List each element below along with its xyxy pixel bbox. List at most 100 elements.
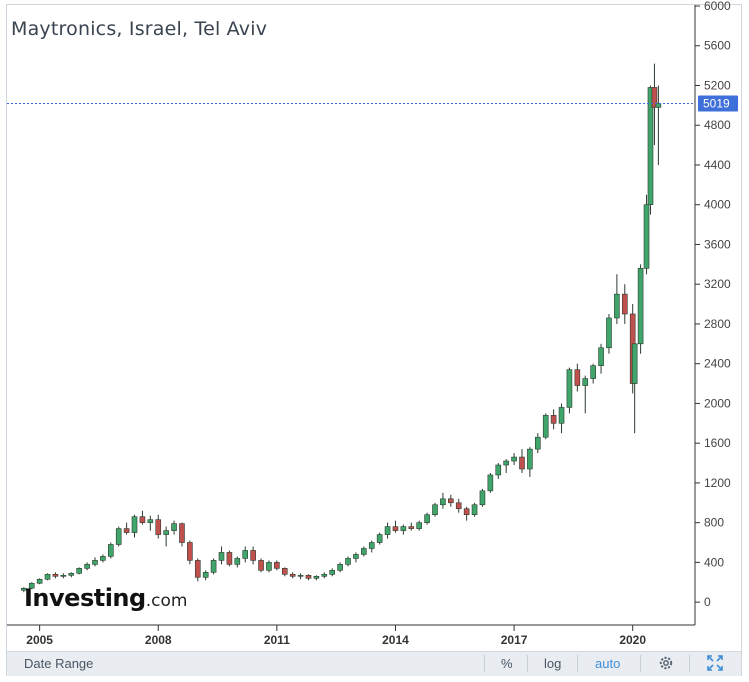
last-price-tag: 5019 <box>698 95 738 112</box>
candle-up <box>84 564 90 569</box>
candle-up <box>313 575 320 579</box>
candle-up <box>440 498 446 506</box>
candle-up <box>242 550 249 559</box>
y-tick-label: 5200 <box>704 78 731 92</box>
x-tick-label: 2008 <box>145 633 172 647</box>
candle-up <box>637 267 644 345</box>
candle-up <box>566 369 573 408</box>
candle-up <box>321 574 328 577</box>
candle-down <box>250 550 256 561</box>
y-tick-label: 1200 <box>704 476 731 490</box>
candle-up <box>471 504 478 515</box>
y-tick-label: 2400 <box>704 357 731 371</box>
candle-down <box>194 560 201 578</box>
percent-toggle[interactable]: % <box>501 656 513 671</box>
candle-down <box>289 574 296 577</box>
candle-up <box>100 556 106 561</box>
candle-up <box>44 574 51 580</box>
candle-up <box>337 564 343 571</box>
y-tick-label: 4400 <box>704 158 731 172</box>
gear-icon[interactable] <box>657 654 675 675</box>
candle-up <box>590 365 596 379</box>
candle-up <box>361 548 367 555</box>
candle-down <box>463 508 470 515</box>
candle-up <box>266 562 272 571</box>
candle-up <box>297 575 304 577</box>
y-tick-label: 4000 <box>704 198 731 212</box>
candle-up <box>558 407 565 424</box>
candle-up <box>643 204 650 269</box>
toolbar-divider <box>484 655 485 672</box>
candle-up <box>527 448 533 470</box>
log-toggle[interactable]: log <box>544 656 562 671</box>
candle-up <box>115 528 122 545</box>
candle-up <box>511 456 517 462</box>
candle-up <box>131 516 138 533</box>
candle-up <box>535 436 541 450</box>
candle-down <box>139 516 146 523</box>
candle-up <box>147 519 154 523</box>
candle-up <box>68 573 75 576</box>
candle-down <box>258 560 264 571</box>
auto-toggle[interactable]: auto <box>595 656 621 671</box>
fullscreen-icon[interactable] <box>707 655 723 674</box>
date-range-button[interactable]: Date Range <box>24 656 94 671</box>
x-axis-ticks: 2005 2008 2011 2014 2017 2020 <box>26 625 646 647</box>
investing-logo: Investing.com <box>24 584 187 612</box>
candle-up <box>107 544 114 557</box>
candle-up <box>631 343 638 384</box>
candle-down <box>519 456 525 470</box>
candle-up <box>368 542 375 549</box>
candle-up <box>424 514 430 523</box>
candle-up <box>432 504 438 515</box>
candle-up <box>21 587 27 591</box>
candle-up <box>384 526 391 535</box>
y-tick-label: 5600 <box>704 39 731 53</box>
candle-up <box>606 317 612 349</box>
y-tick-label: 0 <box>704 595 711 609</box>
candle-up <box>218 552 225 561</box>
candle-up <box>647 87 654 206</box>
y-tick-label: 4800 <box>704 118 731 132</box>
candle-up <box>542 415 549 438</box>
candles-group <box>21 63 662 593</box>
candle-up <box>345 558 351 565</box>
candle-down <box>226 552 233 565</box>
candle-down <box>408 526 415 529</box>
candle-down <box>651 87 658 108</box>
last-price-value: 5019 <box>703 96 730 110</box>
logo-main-text: Investing <box>24 584 146 612</box>
candle-down <box>155 519 162 535</box>
y-tick-label: 1600 <box>704 436 731 450</box>
candle-down <box>392 526 399 531</box>
candle-up <box>60 575 67 577</box>
candle-down <box>179 523 185 543</box>
x-tick-label: 2005 <box>26 633 53 647</box>
candle-up <box>76 568 82 574</box>
candle-down <box>305 575 312 579</box>
candle-up <box>479 490 486 506</box>
candle-up <box>28 582 35 589</box>
candle-down <box>574 369 581 386</box>
toolbar-divider <box>689 655 690 672</box>
logo-suffix-text: .com <box>145 591 188 611</box>
candle-up <box>234 558 241 565</box>
toolbar-divider <box>527 655 528 672</box>
chart-title: Maytronics, Israel, Tel Aviv <box>11 18 268 40</box>
candle-up <box>495 464 502 476</box>
candle-down <box>187 542 193 561</box>
candle-up <box>353 554 359 559</box>
candle-up <box>210 560 217 573</box>
toolbar-divider <box>640 655 641 672</box>
candle-down <box>274 562 280 569</box>
candle-up <box>582 378 589 386</box>
x-tick-label: 2011 <box>264 633 290 647</box>
candle-up <box>487 474 494 492</box>
candle-up <box>376 534 383 543</box>
candle-down <box>550 415 557 424</box>
candle-down <box>448 498 454 504</box>
y-tick-label: 6000 <box>704 0 731 13</box>
y-tick-label: 3200 <box>704 277 731 291</box>
candle-up <box>655 103 662 108</box>
